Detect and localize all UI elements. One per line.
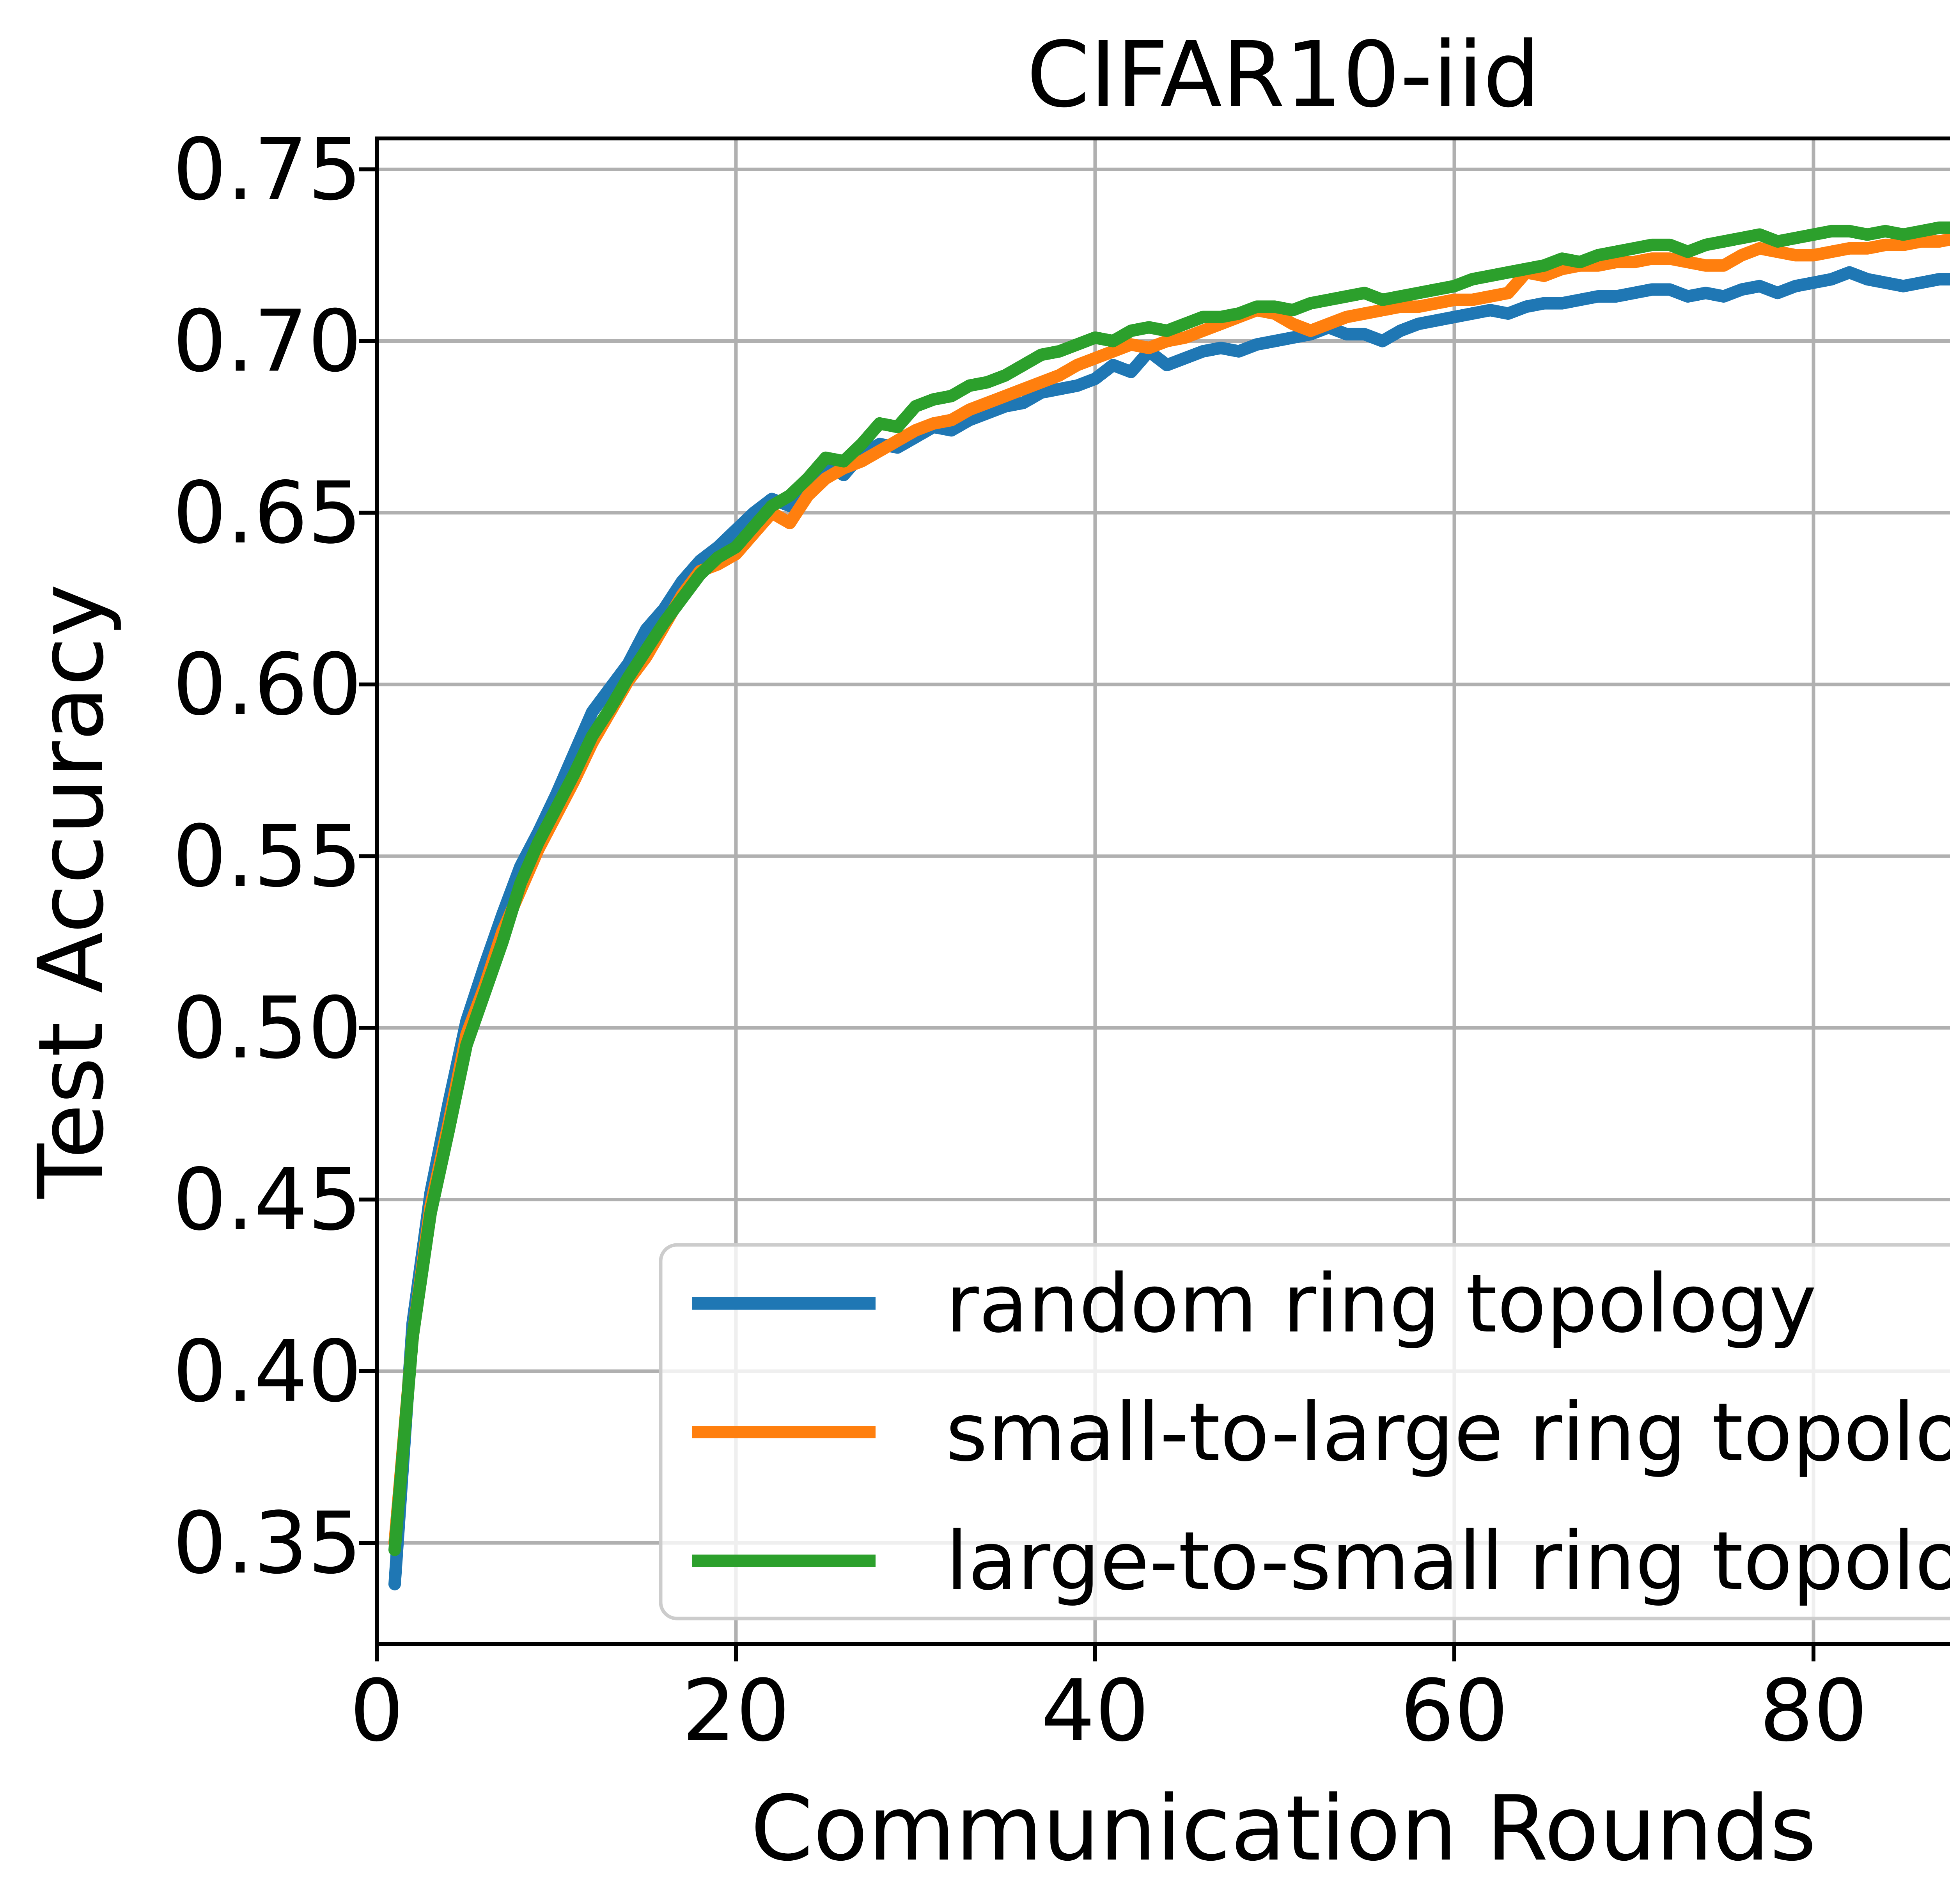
- y-tick-label: 0.75: [173, 121, 362, 219]
- y-tick-label: 0.45: [173, 1151, 362, 1250]
- legend-box: [659, 1243, 1950, 1620]
- legend-item-random-ring: random ring topology: [692, 1257, 1817, 1351]
- y-tick-label: 0.60: [173, 636, 362, 734]
- y-tick-label: 0.65: [173, 464, 362, 563]
- legend-item-large-to-small: large-to-small ring topology: [692, 1514, 1950, 1608]
- series-lines: [388, 221, 1950, 1590]
- x-tick-label: 40: [1041, 1662, 1149, 1760]
- y-tick-label: 0.50: [173, 979, 362, 1078]
- series-line-large-to-small-ring-topology: [388, 221, 1950, 1556]
- legend: random ring topology small-to-large ring…: [659, 1243, 1950, 1620]
- x-axis-ticks: 020406080100: [350, 1644, 1868, 1760]
- x-tick-label: 60: [1400, 1662, 1508, 1760]
- y-axis-label: Test Accuracy: [20, 584, 124, 1199]
- series-line-random-ring-topology: [388, 266, 1950, 1590]
- legend-item-small-to-large: small-to-large ring topology: [692, 1386, 1950, 1479]
- y-axis-ticks: 0.35 0.40 0.45 0.50 0.55 0.60 0.65 0.70 0.75: [173, 121, 377, 1593]
- x-tick-label: 80: [1759, 1662, 1867, 1760]
- axes-spines: [375, 137, 1950, 1646]
- chart-title: CIFAR10-iid: [1026, 22, 1540, 128]
- y-tick-label: 0.40: [173, 1323, 362, 1421]
- x-axis-label: Communication Rounds: [750, 1777, 1817, 1881]
- y-tick-label: 0.35: [173, 1494, 362, 1593]
- legend-label: small-to-large ring topology: [946, 1386, 1950, 1479]
- legend-label: random ring topology: [946, 1257, 1817, 1351]
- y-tick-label: 0.70: [173, 292, 362, 391]
- legend-label: large-to-small ring topology: [946, 1514, 1950, 1608]
- x-tick-label: 20: [682, 1662, 790, 1760]
- y-tick-label: 0.55: [173, 807, 362, 906]
- x-tick-label: 0: [350, 1662, 404, 1760]
- gridlines: [375, 138, 1950, 1644]
